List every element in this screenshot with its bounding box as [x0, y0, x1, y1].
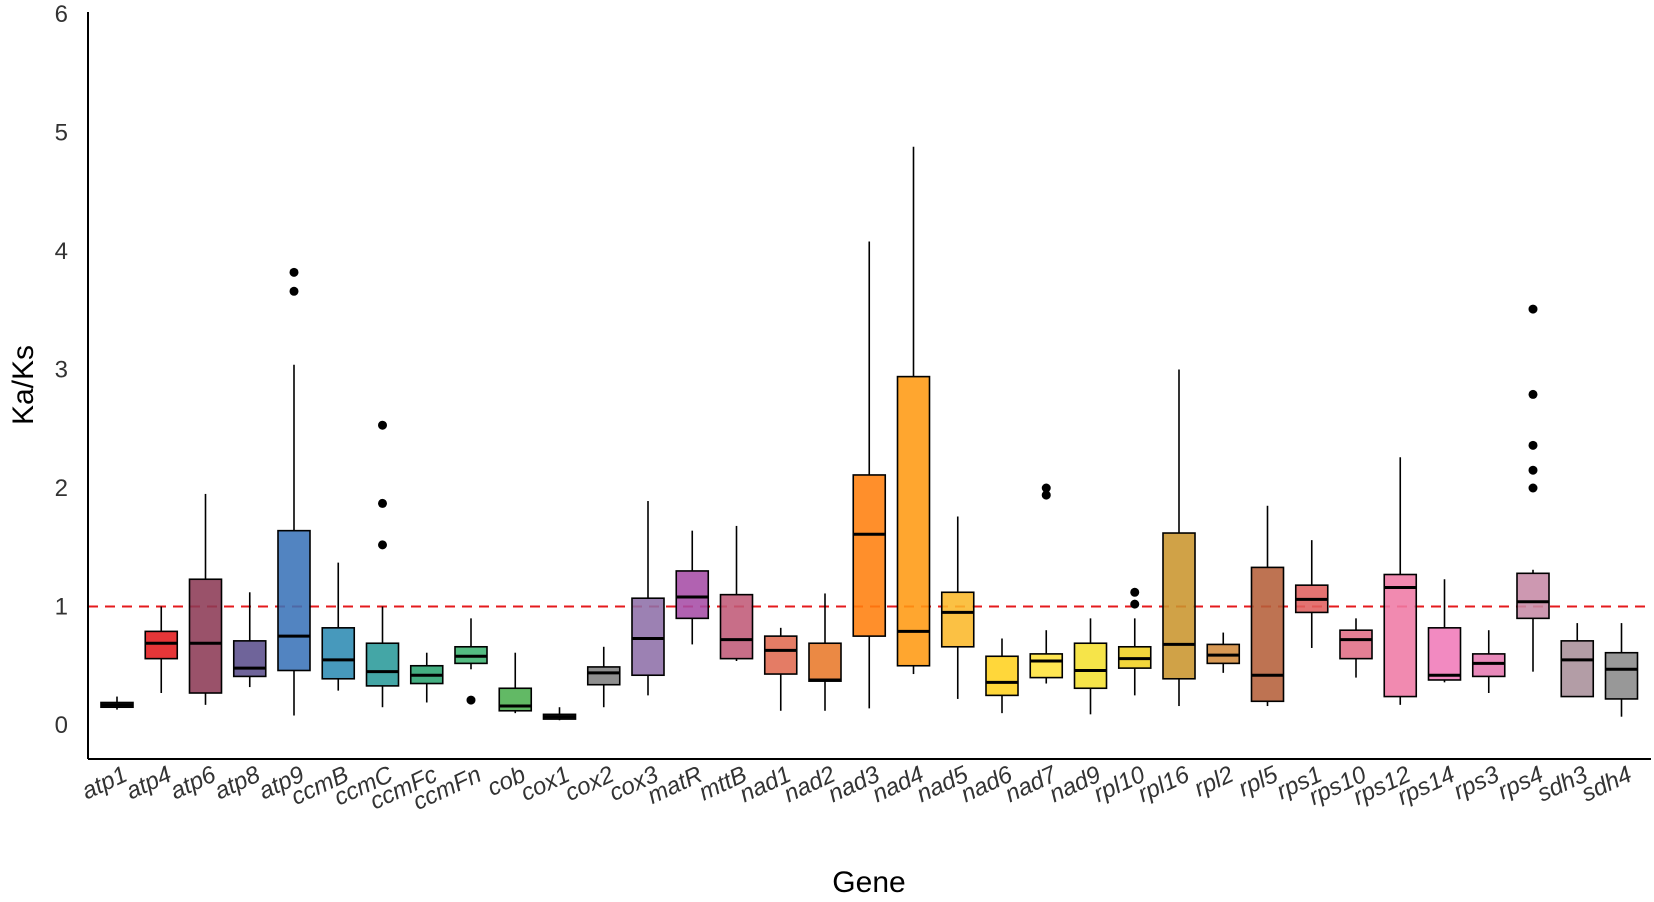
outlier-point: [1130, 587, 1140, 597]
box-nad7: [1029, 483, 1064, 684]
x-tick-label-sdh4: sdh4: [1577, 761, 1636, 807]
box-nad1: [763, 627, 798, 711]
box-iqr: [675, 570, 710, 620]
box-atp1: [100, 696, 134, 710]
box-cox1: [542, 707, 577, 721]
box-iqr: [1073, 642, 1108, 690]
box-iqr: [896, 375, 931, 667]
box-cox3: [631, 501, 665, 696]
box-iqr: [188, 578, 223, 694]
box-iqr: [763, 635, 798, 675]
x-tick-label-rpl2: rpl2: [1190, 761, 1238, 802]
box-nad4: [896, 146, 931, 675]
outlier-point: [1528, 304, 1538, 314]
box-iqr: [719, 593, 754, 660]
box-rps1: [1294, 540, 1329, 648]
box-iqr: [1339, 629, 1373, 660]
box-iqr: [631, 597, 665, 677]
outlier-point: [466, 695, 476, 705]
y-tick-label: 1: [55, 594, 68, 621]
box-rps12: [1383, 457, 1418, 705]
outlier-point: [289, 286, 299, 296]
x-axis-tick-labels: atp1atp4atp6atp8atp9ccmBccmCccmFcccmFnco…: [78, 760, 1636, 816]
box-iqr: [1604, 651, 1639, 700]
box-iqr: [277, 529, 311, 672]
box-rps4: [1516, 304, 1550, 672]
y-tick-label: 3: [55, 357, 68, 384]
box-atp6: [188, 493, 223, 705]
box-iqr: [321, 627, 356, 680]
box-iqr: [1427, 627, 1462, 681]
outlier-point: [1528, 483, 1538, 493]
box-ccmFn: [454, 618, 488, 705]
box-ccmFc: [409, 652, 444, 703]
box-iqr: [1560, 640, 1595, 698]
box-rpl2: [1206, 632, 1241, 673]
y-tick-label: 2: [55, 475, 68, 502]
box-nad6: [985, 638, 1019, 714]
box-iqr: [586, 666, 621, 686]
box-nad5: [940, 516, 975, 699]
outlier-point: [1528, 389, 1538, 399]
outlier-point: [378, 498, 387, 508]
box-atp8: [232, 592, 267, 688]
y-tick-label: 5: [55, 120, 68, 147]
outlier-point: [378, 540, 387, 550]
box-ccmB: [321, 562, 356, 691]
box-iqr: [144, 630, 179, 660]
box-ccmC: [365, 420, 400, 708]
x-axis-title: Gene: [832, 866, 905, 899]
box-rpl16: [1162, 369, 1196, 707]
y-tick-label: 6: [55, 1, 68, 28]
outlier-point: [1528, 465, 1538, 475]
box-iqr: [1029, 653, 1064, 679]
box-iqr: [1471, 653, 1506, 678]
y-tick-label: 4: [55, 238, 68, 265]
box-iqr: [365, 642, 400, 687]
outlier-point: [1041, 483, 1051, 493]
box-iqr: [808, 642, 842, 682]
box-rpl10: [1117, 587, 1152, 696]
box-atp4: [144, 606, 179, 694]
box-sdh3: [1560, 623, 1595, 698]
box-iqr: [1383, 573, 1418, 698]
box-nad9: [1073, 618, 1108, 715]
box-matR: [675, 530, 710, 645]
box-cox2: [586, 646, 621, 708]
box-atp9: [277, 267, 311, 716]
boxplot-series: [100, 146, 1639, 721]
box-rps10: [1339, 618, 1373, 678]
box-iqr: [852, 474, 887, 637]
box-iqr: [940, 591, 975, 648]
box-rpl5: [1250, 505, 1285, 707]
x-tick-label-rpl16: rpl16: [1134, 761, 1194, 808]
box-iqr: [1516, 572, 1550, 620]
y-tick-label: 0: [55, 712, 68, 739]
outlier-point: [289, 267, 299, 277]
box-mttB: [719, 525, 754, 662]
outlier-point: [378, 420, 387, 430]
box-nad2: [808, 593, 842, 711]
box-sdh4: [1604, 623, 1639, 717]
box-rps3: [1471, 630, 1506, 694]
y-axis-title: Ka/Ks: [7, 345, 40, 425]
box-iqr: [985, 655, 1019, 697]
box-nad3: [852, 241, 887, 709]
box-iqr: [1250, 566, 1285, 703]
box-rps14: [1427, 579, 1462, 683]
outlier-point: [1130, 599, 1140, 609]
outlier-point: [1528, 440, 1538, 450]
y-axis-ticks: 0 1 2 3 4 5 6: [55, 1, 68, 739]
box-iqr: [232, 640, 267, 678]
box-iqr: [1162, 532, 1196, 680]
box-cob: [498, 652, 533, 714]
outlier-point: [1041, 490, 1051, 500]
